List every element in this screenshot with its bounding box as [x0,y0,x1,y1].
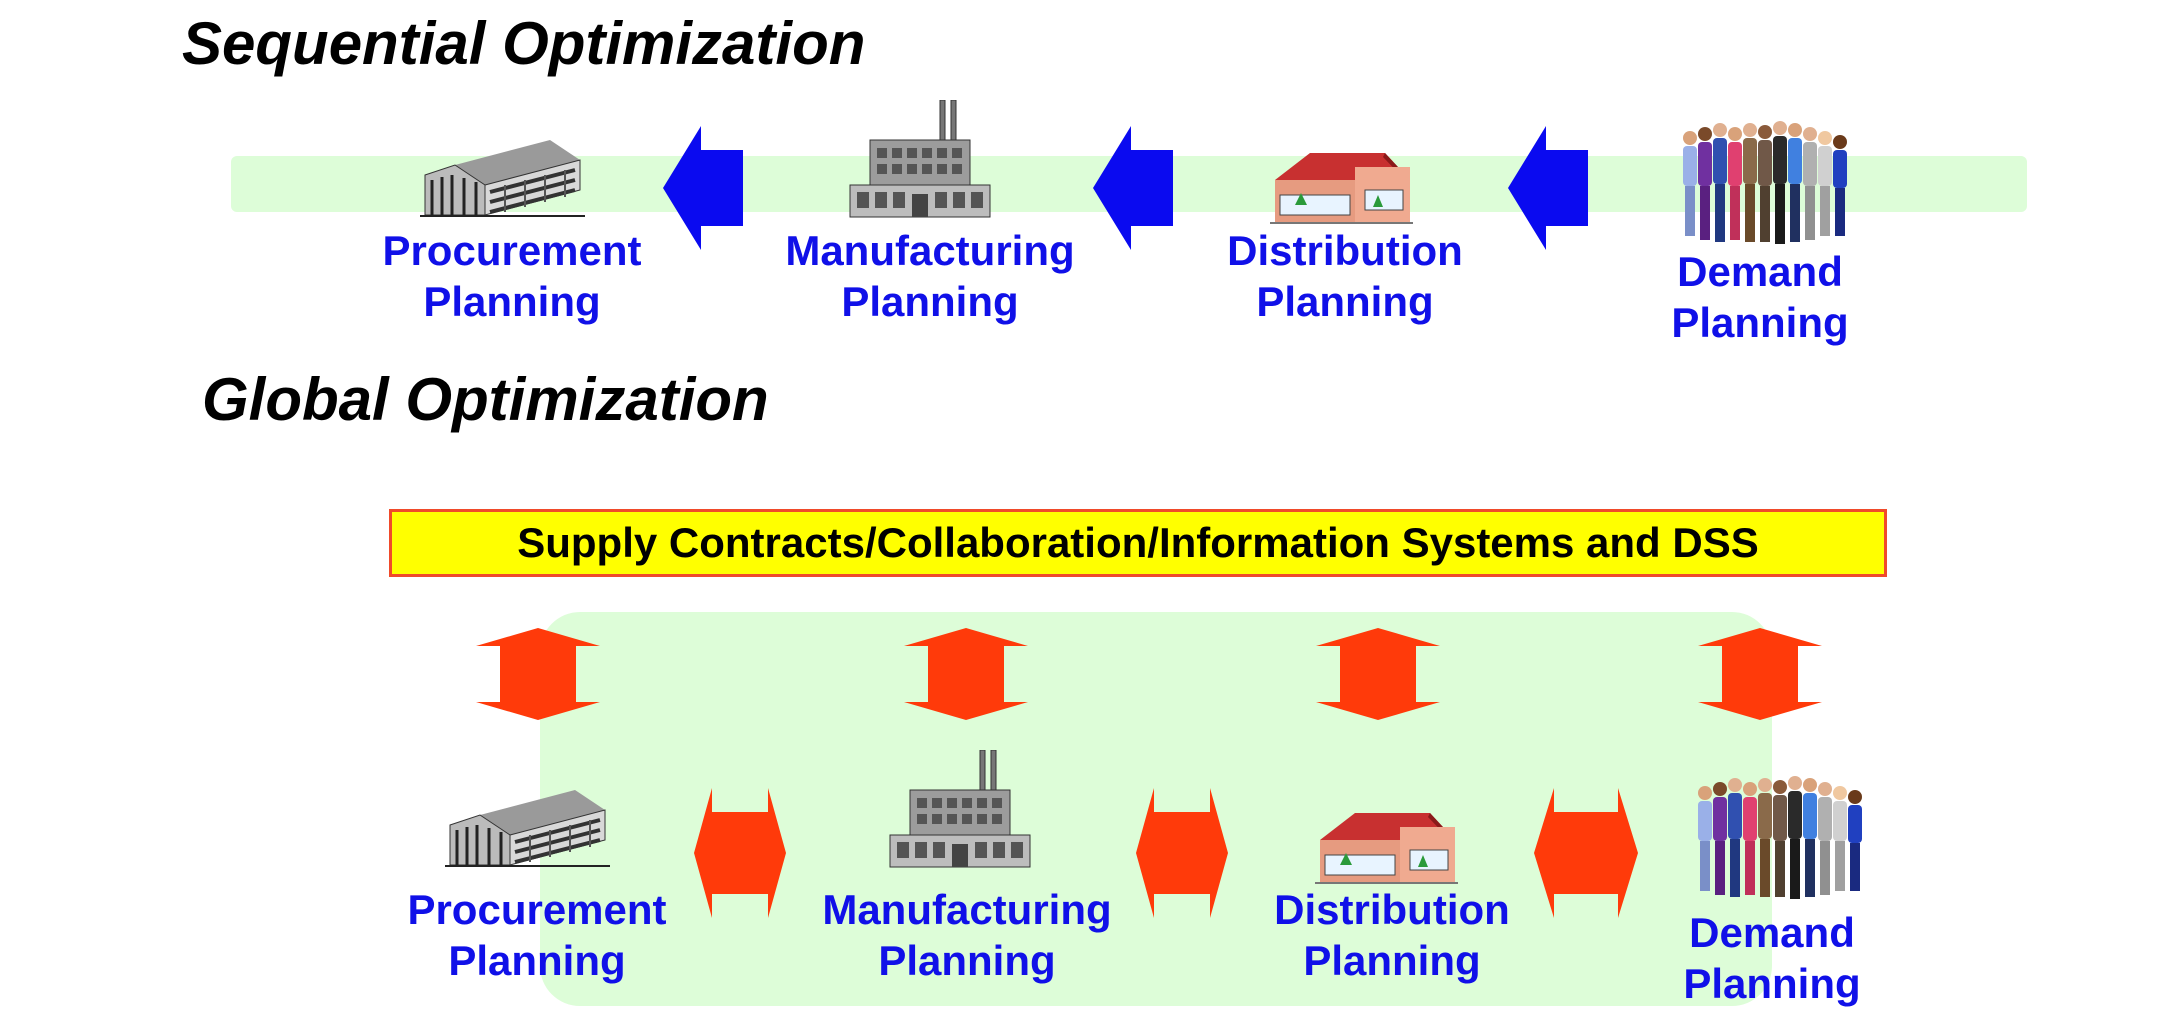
global-stage-demand: Demand Planning [1683,909,1861,1007]
sequential-stage-manufacturing: Manufacturing Planning [785,227,1075,325]
store-icon [1265,145,1415,225]
left-arrow-icon [663,126,743,250]
up-down-arrow-icon [904,628,1028,720]
left-arrow-icon [1093,126,1173,250]
office-building-icon [420,130,590,220]
left-right-arrow-icon [694,788,786,918]
global-stage-manufacturing: Manufacturing Planning [822,886,1112,984]
left-arrow-icon [1508,126,1588,250]
global-title: Global Optimization [202,366,769,433]
store-icon [1310,805,1460,885]
sequential-stage-procurement: Procurement Planning [382,227,642,325]
global-stage-procurement: Procurement Planning [407,886,667,984]
up-down-arrow-icon [1698,628,1822,720]
up-down-arrow-icon [476,628,600,720]
left-right-arrow-icon [1136,788,1228,918]
sequential-title: Sequential Optimization [182,10,866,77]
factory-icon [885,750,1035,870]
left-right-arrow-icon [1534,788,1638,918]
supply-contracts-banner: Supply Contracts/Collaboration/Informati… [389,509,1887,577]
factory-icon [845,100,995,220]
sequential-stage-distribution: Distribution Planning [1227,227,1463,325]
up-down-arrow-icon [1316,628,1440,720]
global-band [540,612,1772,1006]
people-group-icon [1690,775,1870,905]
office-building-icon [445,780,615,870]
people-group-icon [1675,120,1855,250]
sequential-stage-demand: Demand Planning [1671,248,1849,346]
global-stage-distribution: Distribution Planning [1274,886,1510,984]
